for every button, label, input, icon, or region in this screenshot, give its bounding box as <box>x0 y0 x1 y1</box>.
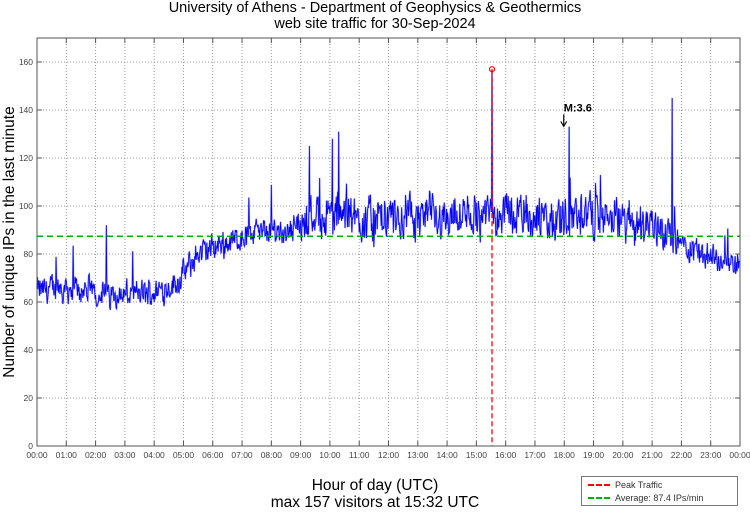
legend-label-average: Average: 87.4 IPs/min <box>615 493 704 503</box>
x-tick-label: 22:00 <box>671 450 693 460</box>
axes: 0 20 40 60 80 100 120 140 160 00:00 01:00 02:00 03:0… <box>19 37 750 460</box>
x-tick-label: 13:00 <box>407 450 429 460</box>
x-axis-label: Hour of day (UTC) <box>311 477 439 494</box>
legend-item-average: Average: 87.4 IPs/min <box>588 492 703 504</box>
legend-label-peak: Peak Traffic <box>615 480 663 490</box>
y-tick-label: 140 <box>19 105 33 115</box>
chart-title: University of Athens - Department of Geo… <box>168 0 582 16</box>
series-line <box>36 69 740 310</box>
legend-swatch-peak <box>588 484 610 486</box>
x-tick-label: 15:00 <box>466 450 488 460</box>
x-tick-label: 06:00 <box>202 450 224 460</box>
x-tick-label: 11:00 <box>349 450 370 460</box>
grid-lines <box>37 38 740 446</box>
x-tick-label: 04:00 <box>144 450 166 460</box>
max-visitors-label: max 157 visitors at 15:32 UTC <box>270 494 480 511</box>
legend-item-peak: Peak Traffic <box>588 479 662 491</box>
y-tick-label: 120 <box>19 153 33 163</box>
x-tick-label: 17:00 <box>524 450 546 460</box>
y-tick-label: 160 <box>19 57 33 67</box>
x-tick-label: 20:00 <box>612 450 634 460</box>
legend: Peak Traffic Average: 87.4 IPs/min <box>581 476 738 506</box>
y-tick-label: 0 <box>28 441 33 451</box>
x-tick-label: 08:00 <box>261 450 283 460</box>
x-tick-label: 00:00 <box>729 450 750 460</box>
series-line-halo <box>36 69 741 312</box>
legend-swatch-average <box>588 497 610 499</box>
traffic-series <box>36 69 741 312</box>
x-tick-label: 05:00 <box>173 450 195 460</box>
x-tick-label: 02:00 <box>85 450 107 460</box>
annotation-label: M:3.6 <box>564 102 592 114</box>
annotation-arrow-icon <box>560 121 568 128</box>
y-tick-label: 80 <box>24 249 34 259</box>
x-tick-label: 12:00 <box>378 450 400 460</box>
x-tick-label: 09:00 <box>290 450 312 460</box>
x-tick-label: 21:00 <box>641 450 663 460</box>
peak-marker <box>488 66 496 73</box>
x-tick-label: 07:00 <box>231 450 253 460</box>
x-tick-label: 00:00 <box>26 450 48 460</box>
y-tick-label: 60 <box>24 297 34 307</box>
x-tick-label: 16:00 <box>495 450 517 460</box>
x-tick-label: 19:00 <box>583 450 605 460</box>
x-tick-label: 10:00 <box>319 450 341 460</box>
x-tick-label: 14:00 <box>436 450 458 460</box>
overlays <box>37 66 740 446</box>
x-tick-label: 01:00 <box>56 450 78 460</box>
y-tick-label: 20 <box>24 393 34 403</box>
x-tick-label: 18:00 <box>554 450 576 460</box>
x-tick-label: 23:00 <box>700 450 722 460</box>
y-tick-label: 100 <box>19 201 33 211</box>
chart-subtitle: web site traffic for 30-Sep-2024 <box>274 16 476 32</box>
y-axis-label: Number of unique IPs in the last minute <box>1 106 18 377</box>
x-tick-label: 03:00 <box>114 450 136 460</box>
y-tick-label: 40 <box>24 345 34 355</box>
